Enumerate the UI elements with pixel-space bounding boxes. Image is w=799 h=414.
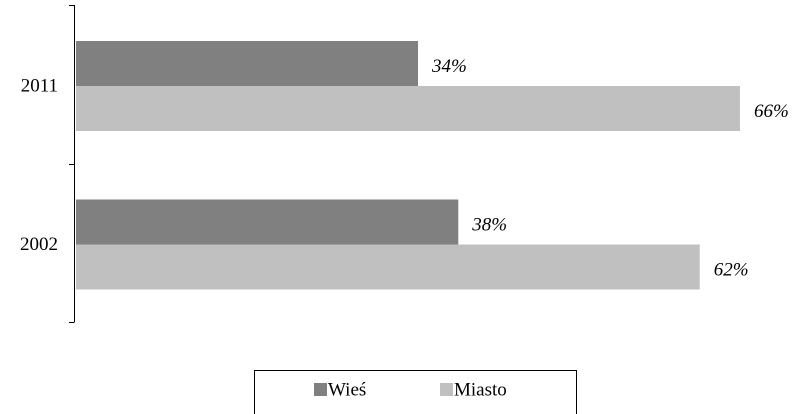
legend-label: Miasto [454, 379, 507, 400]
legend-swatch [440, 383, 453, 396]
value-label: 34% [431, 56, 467, 77]
legend-label: Wieś [328, 379, 366, 400]
value-label: 38% [471, 214, 507, 235]
bar [76, 244, 700, 290]
y-tick-label: 2002 [20, 234, 58, 255]
legend-box [254, 370, 577, 414]
value-label: 66% [754, 101, 789, 122]
y-tick-label: 2011 [21, 75, 58, 96]
value-label: 62% [714, 259, 749, 280]
bar [76, 86, 740, 131]
legend-swatch [314, 383, 327, 396]
bar [76, 199, 459, 245]
bar [76, 41, 419, 86]
